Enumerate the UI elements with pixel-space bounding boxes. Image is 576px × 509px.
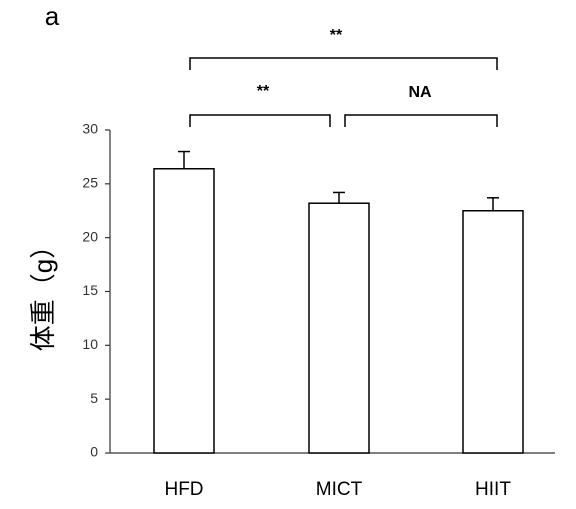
y-tick-label: 0 <box>90 444 98 460</box>
y-tick-label: 25 <box>82 175 98 191</box>
annotation: ** <box>257 83 270 100</box>
y-tick-label: 5 <box>90 390 98 406</box>
annotation: NA <box>408 84 432 101</box>
y-axis-label: 体重（g） <box>28 233 58 351</box>
x-tick-label: MICT <box>316 479 363 500</box>
bar <box>153 168 215 454</box>
bracket <box>189 114 331 127</box>
bracket <box>344 114 498 127</box>
y-tick-label: 20 <box>82 228 98 244</box>
bar <box>308 202 370 454</box>
annotation: ** <box>330 27 343 44</box>
bracket <box>189 57 498 70</box>
y-tick-label: 15 <box>82 282 98 298</box>
x-tick-label: HFD <box>164 479 203 500</box>
bar <box>462 210 524 454</box>
y-tick-label: 10 <box>82 336 98 352</box>
panel-label: a <box>45 1 60 31</box>
x-tick-label: HIIT <box>475 479 511 500</box>
y-tick-label: 30 <box>82 121 98 137</box>
